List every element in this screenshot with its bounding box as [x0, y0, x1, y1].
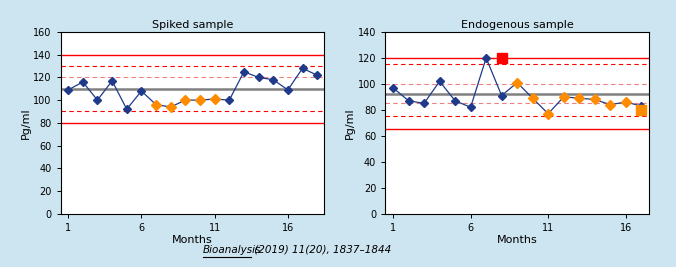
- Title: Endogenous sample: Endogenous sample: [461, 20, 573, 30]
- X-axis label: Months: Months: [172, 235, 213, 245]
- Y-axis label: Pg/ml: Pg/ml: [20, 107, 30, 139]
- X-axis label: Months: Months: [497, 235, 537, 245]
- Title: Spiked sample: Spiked sample: [152, 20, 233, 30]
- Y-axis label: Pg/ml: Pg/ml: [345, 107, 355, 139]
- Text: (2019) 11(20), 1837–1844: (2019) 11(20), 1837–1844: [251, 245, 391, 255]
- Text: Bioanalysis: Bioanalysis: [203, 245, 261, 255]
